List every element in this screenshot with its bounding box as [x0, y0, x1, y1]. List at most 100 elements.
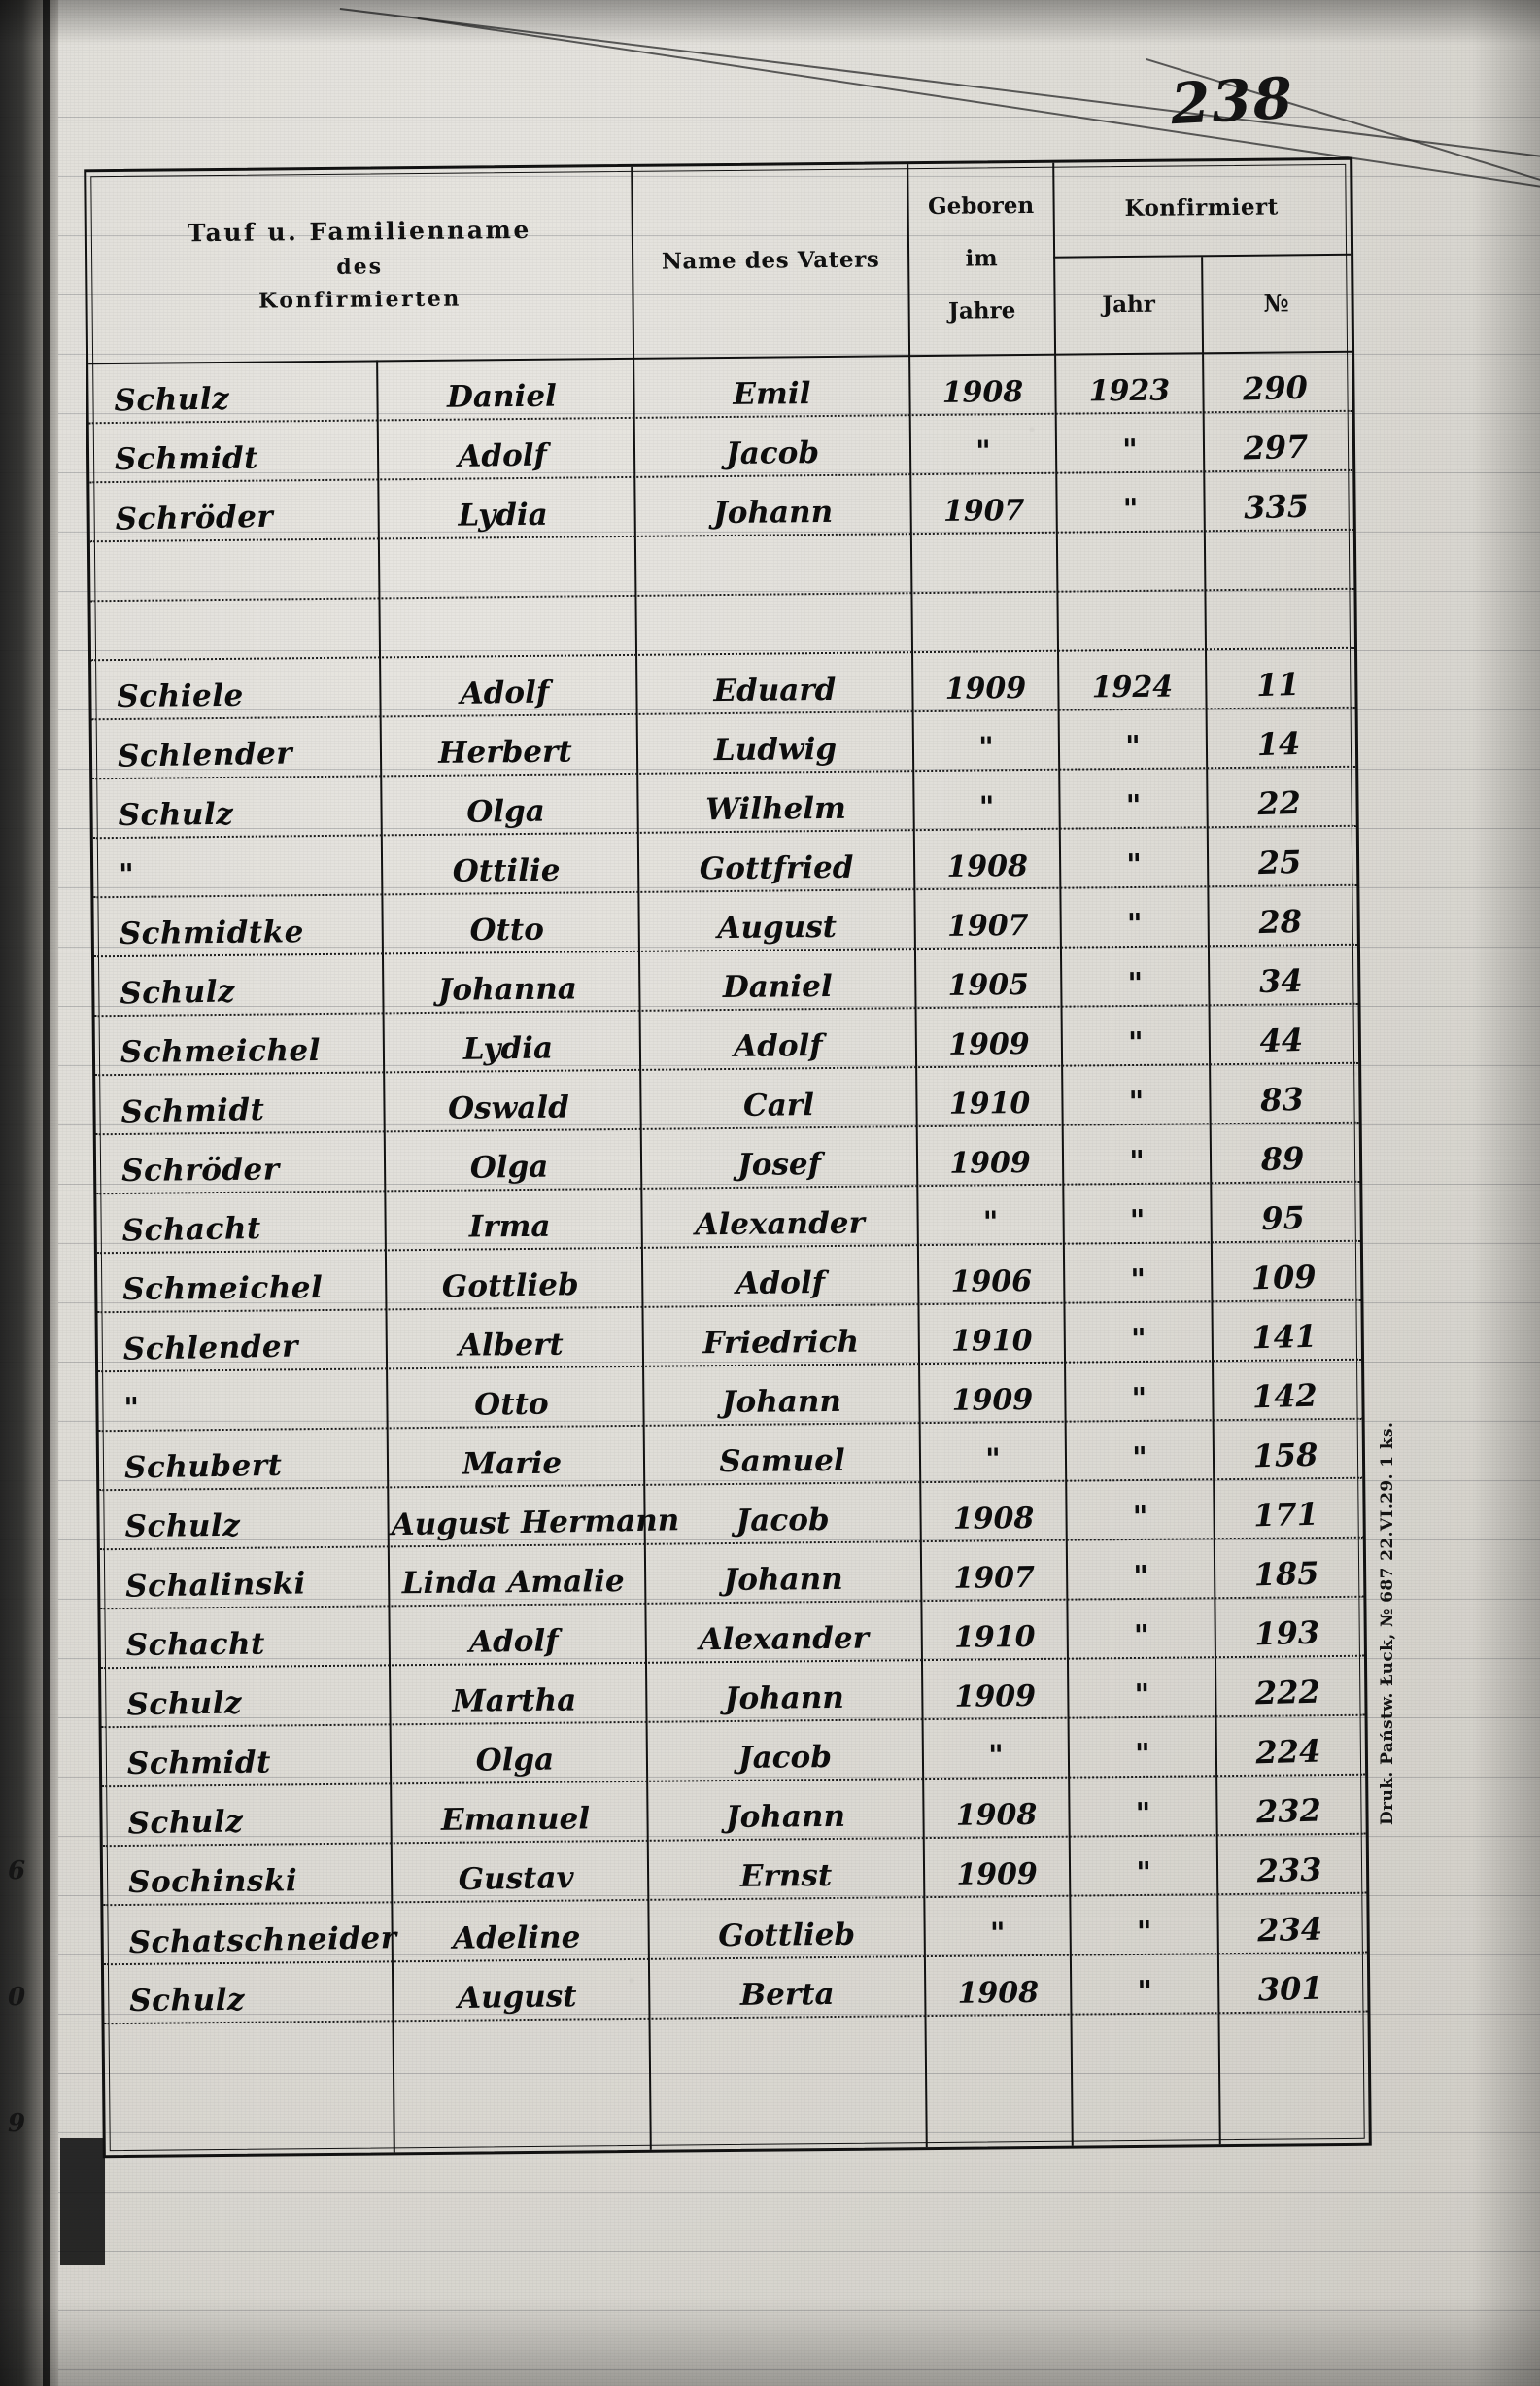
cell-given-name: Otto — [469, 912, 545, 949]
margin-digit: 9 — [8, 2109, 26, 2138]
cell-father-name: Berta — [739, 1976, 835, 2013]
cell-father-name: Johann — [725, 1798, 846, 1836]
cell-father-name: Emil — [733, 376, 811, 412]
cell-given-name: August — [457, 1979, 577, 2017]
cell-entry-number: 301 — [1257, 1969, 1324, 2009]
ruled-line — [0, 1599, 1540, 1600]
ditto-mark: " — [1130, 1262, 1146, 1298]
cell-given-name: Olga — [469, 1149, 549, 1186]
ditto-mark: " — [1134, 1677, 1150, 1713]
header-cell-confirmed: Konfirmiert — [1054, 160, 1349, 257]
cell-birth-year: 1909 — [947, 1027, 1030, 1062]
ditto-mark: " — [1124, 729, 1141, 765]
ditto-mark: " — [1129, 1144, 1146, 1180]
ruled-line — [0, 1836, 1540, 1837]
ruled-line — [0, 887, 1540, 888]
ditto-mark: " — [977, 731, 994, 766]
cell-entry-number: 297 — [1243, 428, 1309, 467]
cell-father-name: Johann — [721, 1383, 842, 1421]
cell-entry-number: 28 — [1257, 902, 1303, 942]
cell-given-name: Adolf — [468, 1623, 559, 1660]
cell-entry-number: 234 — [1256, 1910, 1323, 1950]
ruled-line — [0, 709, 1540, 710]
cell-birth-year: 1909 — [956, 1856, 1039, 1892]
cell-entry-number: 158 — [1252, 1435, 1318, 1475]
cell-birth-year: 1907 — [942, 494, 1025, 529]
cell-surname: Sochinski — [127, 1863, 298, 1900]
table-row: Schulz August Berta 1908 " 301 — [104, 1954, 1368, 2025]
cell-entry-number: 335 — [1243, 487, 1310, 527]
cell-surname: Schubert — [123, 1447, 283, 1486]
cell-birth-year: 1909 — [951, 1382, 1034, 1418]
cell-birth-year: 1905 — [947, 968, 1030, 1003]
cell-father-name: Jacob — [725, 435, 820, 471]
ditto-mark: " — [1135, 1796, 1151, 1832]
cell-surname: Schulz — [114, 381, 230, 419]
cell-given-name: Adolf — [460, 674, 550, 711]
cell-surname: Schmeichel — [122, 1270, 324, 1307]
cell-entry-number: 171 — [1252, 1495, 1319, 1535]
ruled-line — [0, 1777, 1540, 1778]
cell-entry-number: 109 — [1250, 1258, 1318, 1297]
ruled-line — [0, 294, 1540, 295]
ruled-line — [0, 1243, 1540, 1244]
cell-father-name: Adolf — [736, 1265, 826, 1301]
cell-given-name: Albert — [458, 1327, 564, 1364]
cell-father-name: Jacob — [736, 1503, 830, 1539]
cell-father-name: Wilhelm — [705, 790, 847, 828]
cell-surname: Schröder — [115, 499, 274, 537]
ruled-line — [0, 947, 1540, 948]
ruled-line — [0, 2251, 1540, 2252]
cell-confirmation-year: 1924 — [1091, 670, 1174, 706]
table-body: Schulz Daniel Emil 1908 1923 290 Schmidt Adolf J… — [88, 353, 1369, 2155]
ditto-mark: " — [1126, 847, 1143, 883]
ditto-mark: " — [1133, 1559, 1149, 1595]
cell-father-name: Carl — [742, 1088, 815, 1124]
cell-entry-number: 232 — [1255, 1791, 1322, 1831]
header-name-line1: Tauf u. Familienname — [187, 215, 531, 247]
header-born-line3: Jahre — [947, 297, 1016, 325]
cell-surname: Schmidt — [120, 1091, 265, 1130]
ruled-line — [0, 828, 1540, 829]
cell-surname: Schacht — [125, 1626, 266, 1663]
ditto-mark: " — [985, 1442, 1001, 1477]
ruled-line — [0, 1421, 1540, 1422]
cell-father-name: August — [717, 909, 838, 947]
ditto-mark: " — [1133, 1618, 1149, 1654]
cell-father-name: Friedrich — [702, 1324, 860, 1362]
ditto-mark: " — [1125, 788, 1142, 824]
cell-given-name: Ottilie — [452, 852, 561, 889]
ruled-line — [0, 1006, 1540, 1007]
ruled-line — [0, 2073, 1540, 2074]
ditto-mark: " — [1122, 492, 1139, 528]
cell-given-name: Johanna — [437, 971, 578, 1008]
cell-surname: Schulz — [120, 974, 236, 1012]
book-gutter — [0, 0, 58, 2386]
cell-given-name: Daniel — [446, 378, 558, 415]
cell-surname: Schlender — [117, 736, 293, 775]
ditto-mark: " — [1132, 1500, 1148, 1536]
ditto-mark: " — [1128, 1085, 1145, 1121]
ditto-mark: " — [975, 434, 992, 469]
cell-birth-year: 1910 — [948, 1087, 1031, 1122]
cell-given-name: Martha — [452, 1682, 577, 1719]
ditto-mark: " — [1136, 1855, 1152, 1890]
ditto-mark: " — [1127, 1025, 1144, 1061]
edge-shadow-top — [0, 0, 1540, 45]
cell-given-name: Gustav — [458, 1860, 574, 1898]
ruled-line — [0, 2369, 1540, 2370]
cell-father-name: Ludwig — [713, 731, 838, 769]
cell-father-name: Adolf — [733, 1028, 823, 1064]
header-name-line2: des — [336, 254, 384, 281]
cell-surname: Schulz — [129, 1982, 246, 2019]
register-table: Tauf u. Familienname des Konfirmierten N… — [84, 156, 1372, 2159]
cell-birth-year: 1908 — [952, 1501, 1035, 1537]
cell-father-name: Alexander — [699, 1620, 870, 1658]
cell-father-name: Daniel — [722, 968, 833, 1006]
ruled-line — [0, 413, 1540, 414]
cell-surname: Schröder — [120, 1152, 280, 1189]
cell-entry-number: 185 — [1253, 1554, 1320, 1594]
ruled-line — [0, 650, 1540, 651]
ruled-line — [0, 1895, 1540, 1896]
cell-surname: Schulz — [118, 796, 234, 834]
